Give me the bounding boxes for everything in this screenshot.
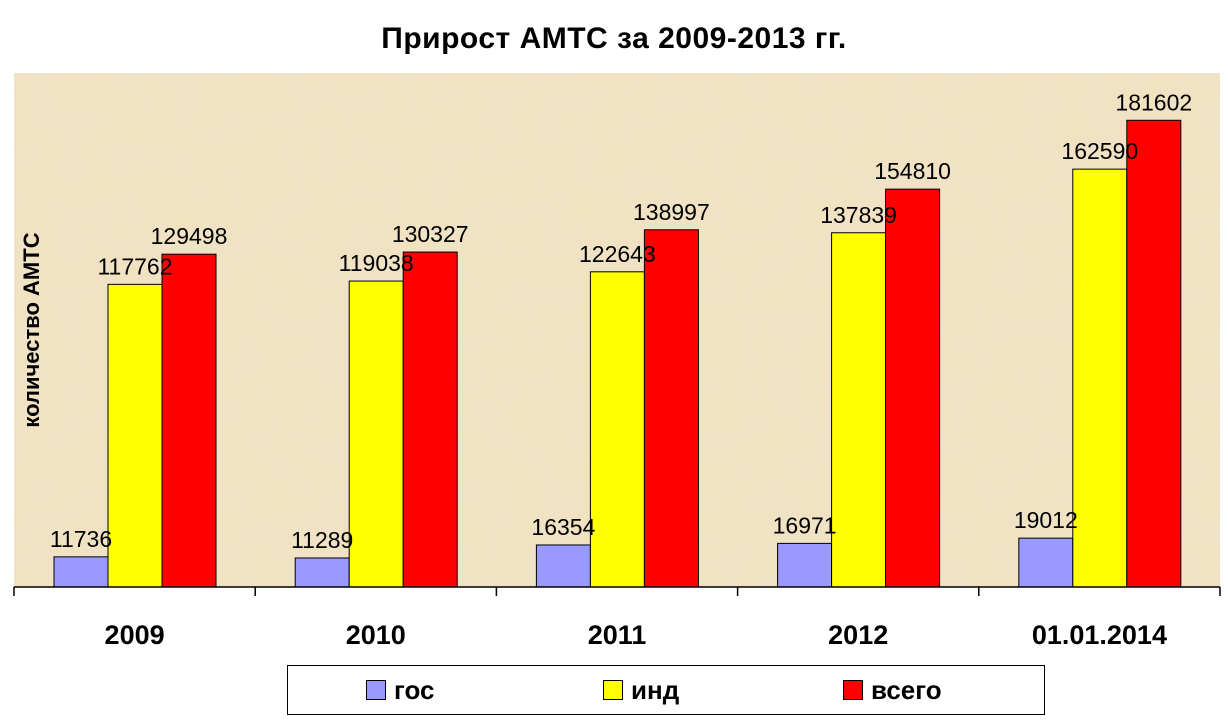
bar-инд-2012 (831, 232, 887, 588)
legend-swatch (843, 680, 863, 700)
bar-инд-2011 (589, 271, 645, 588)
bar-инд-2010 (348, 280, 404, 588)
data-label: 138997 (633, 199, 710, 225)
data-label: 137839 (820, 202, 897, 228)
legend-label: всего (871, 674, 942, 705)
legend-swatch (366, 680, 386, 700)
data-labels: 11736 117762 129498 11289 119038 130327 16354 1… (50, 89, 1192, 553)
legend-swatch (603, 680, 623, 700)
data-label: 162590 (1061, 138, 1138, 164)
bar-всего-01.01.2014 (1126, 119, 1182, 588)
bar-всего-2010 (402, 251, 458, 588)
data-label: 11736 (50, 526, 112, 552)
x-tick-label: 2009 (105, 620, 165, 650)
bar-гос-2012 (777, 542, 833, 588)
bar-инд-01.01.2014 (1072, 168, 1128, 588)
chart-title: Прирост АМТС за 2009-2013 гг. (381, 22, 847, 55)
x-tick-label: 2011 (588, 620, 647, 650)
data-label: 181602 (1115, 89, 1192, 115)
legend-label: гос (394, 674, 435, 705)
x-tick-label: 2012 (828, 620, 888, 650)
data-label: 129498 (151, 223, 228, 249)
bars-layer (53, 119, 1182, 588)
bar-гос-01.01.2014 (1018, 537, 1074, 588)
legend-label: инд (631, 674, 680, 705)
bar-инд-2009 (107, 283, 163, 588)
data-label: 117762 (97, 253, 172, 279)
legend-item-инд: инд (603, 675, 679, 705)
data-label: 122643 (579, 241, 656, 267)
bar-всего-2009 (161, 253, 217, 588)
bar-всего-2011 (643, 229, 699, 588)
x-tick-label: 01.01.2014 (1032, 620, 1167, 650)
bar-гос-2009 (53, 556, 109, 588)
bar-всего-2012 (885, 188, 941, 588)
data-label: 19012 (1014, 507, 1078, 533)
data-label: 154810 (874, 158, 951, 184)
data-label: 119038 (339, 250, 414, 276)
legend: гос инд всего (287, 665, 1045, 715)
bar-гос-2011 (535, 544, 591, 588)
data-label: 16971 (773, 512, 837, 538)
y-axis-label: количество АМТС (19, 232, 44, 428)
bar-гос-2010 (294, 557, 350, 588)
data-label: 11289 (291, 527, 353, 553)
data-label: 16354 (531, 514, 595, 540)
x-tick-label: 2010 (346, 620, 406, 650)
legend-item-всего: всего (843, 675, 942, 705)
legend-item-гос: гос (366, 675, 435, 705)
x-axis: 2009 2010 2011 2012 01.01.2014 (13, 586, 1221, 650)
data-label: 130327 (392, 221, 469, 247)
